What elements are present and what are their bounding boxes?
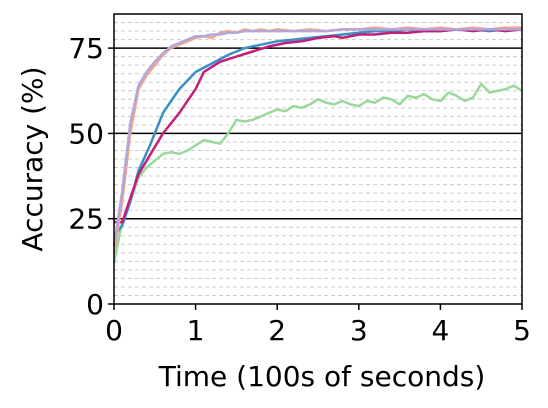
y-tick-label: 0 (86, 288, 104, 321)
grid-lines (114, 22, 522, 296)
series-line-5 (112, 28, 522, 247)
x-tick-label: 1 (187, 314, 205, 347)
y-tick-label: 50 (68, 117, 104, 150)
x-tick-label: 2 (268, 314, 286, 347)
x-tick-label: 5 (513, 314, 531, 347)
x-tick-label: 0 (105, 314, 123, 347)
x-axis-label: Time (100s of seconds) (158, 360, 486, 393)
series-line-2 (113, 26, 523, 237)
y-tick-label: 25 (68, 203, 104, 236)
y-tick-label: 75 (68, 32, 104, 65)
plot-frame (113, 13, 523, 305)
y-axis-label: Accuracy (%) (16, 66, 49, 251)
series-lines (112, 26, 523, 264)
series-line-1 (112, 82, 523, 264)
x-tick-label: 3 (350, 314, 368, 347)
x-tick-label: 4 (431, 314, 449, 347)
